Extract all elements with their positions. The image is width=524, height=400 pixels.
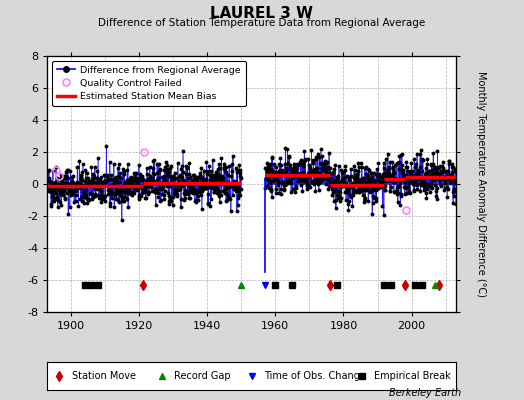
Text: LAUREL 3 W: LAUREL 3 W — [211, 6, 313, 21]
Text: Empirical Break: Empirical Break — [374, 371, 451, 381]
Text: Difference of Station Temperature Data from Regional Average: Difference of Station Temperature Data f… — [99, 18, 425, 28]
Text: Time of Obs. Change: Time of Obs. Change — [264, 371, 366, 381]
Text: Berkeley Earth: Berkeley Earth — [389, 388, 461, 398]
Legend: Difference from Regional Average, Quality Control Failed, Estimated Station Mean: Difference from Regional Average, Qualit… — [52, 61, 246, 106]
Text: Station Move: Station Move — [72, 371, 136, 381]
Text: Record Gap: Record Gap — [174, 371, 231, 381]
Y-axis label: Monthly Temperature Anomaly Difference (°C): Monthly Temperature Anomaly Difference (… — [476, 71, 486, 297]
